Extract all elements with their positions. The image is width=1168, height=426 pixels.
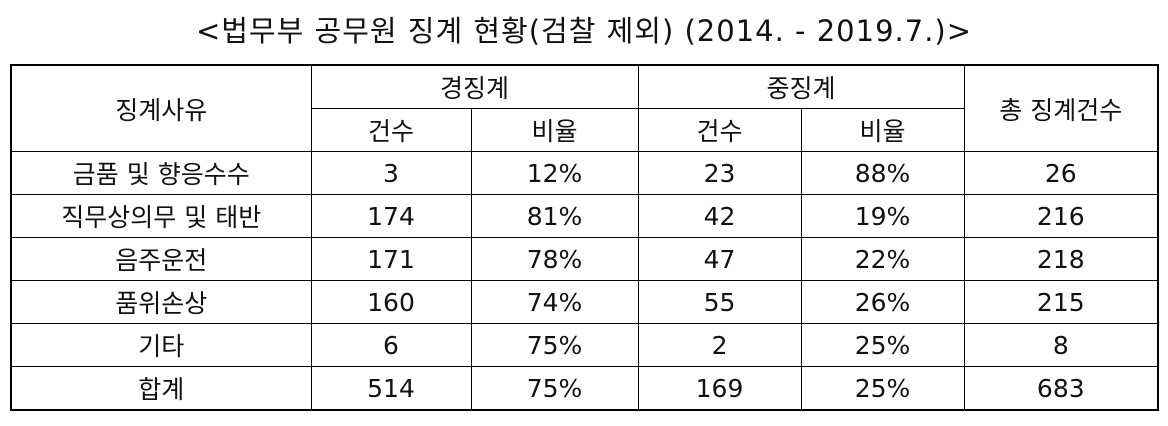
table-row: 품위손상 160 74% 55 26% 215 [10,280,1159,324]
cell: 216 [963,194,1159,238]
header-cell: 징계사유 [10,64,312,152]
cell: 169 [637,366,802,411]
title: <법무부 공무원 징계 현황(검찰 제외) (2014. - 2019.7.)> [195,14,973,48]
cell: 55 [637,280,802,324]
cell: 26 [963,151,1159,195]
header-row: 징계사유 경징계 중징계 총 징계건수 [10,64,1159,152]
cell: 78% [470,237,639,281]
cell: 174 [310,194,472,238]
cell: 22% [800,237,965,281]
cell: 160 [310,280,472,324]
row-label: 금품 및 향응수수 [10,151,312,195]
table-row: 금품 및 향응수수 3 12% 23 88% 26 [10,151,1159,195]
header-cell: 경징계 [310,64,639,109]
table-body: 금품 및 향응수수 3 12% 23 88% 26 직무상의무 및 태반 174 81% 42 19… [10,151,1159,411]
cell: 8 [963,323,1159,367]
cell: 25% [800,323,965,367]
cell: 171 [310,237,472,281]
cell: 3 [310,151,472,195]
row-label: 품위손상 [10,280,312,324]
header-cell: 비율 [800,108,965,152]
cell: 26% [800,280,965,324]
cell: 2 [637,323,802,367]
row-label: 합계 [10,366,312,411]
cell: 42 [637,194,802,238]
header-cell: 총 징계건수 [963,64,1159,152]
cell: 25% [800,366,965,411]
cell: 218 [963,237,1159,281]
row-label: 기타 [10,323,312,367]
cell: 514 [310,366,472,411]
header-cell: 중징계 [637,64,965,109]
cell: 81% [470,194,639,238]
cell: 215 [963,280,1159,324]
header-cell: 건수 [310,108,472,152]
table-row: 직무상의무 및 태반 174 81% 42 19% 216 [10,194,1159,238]
row-label: 직무상의무 및 태반 [10,194,312,238]
table-header: 징계사유 경징계 중징계 총 징계건수 건수 비율 건수 비율 [10,64,1159,152]
table-row: 기타 6 75% 2 25% 8 [10,323,1159,367]
cell: 47 [637,237,802,281]
cell: 75% [470,323,639,367]
header-cell: 비율 [470,108,639,152]
cell: 6 [310,323,472,367]
cell: 12% [470,151,639,195]
table-row: 음주운전 171 78% 47 22% 218 [10,237,1159,281]
cell: 88% [800,151,965,195]
cell: 23 [637,151,802,195]
discipline-table: 징계사유 경징계 중징계 총 징계건수 건수 비율 건수 비율 금품 및 향응수… [10,64,1160,411]
header-cell: 건수 [637,108,802,152]
cell: 683 [963,366,1159,411]
cell: 74% [470,280,639,324]
row-label: 음주운전 [10,237,312,281]
cell: 19% [800,194,965,238]
table-row: 합계 514 75% 169 25% 683 [10,366,1159,411]
cell: 75% [470,366,639,411]
